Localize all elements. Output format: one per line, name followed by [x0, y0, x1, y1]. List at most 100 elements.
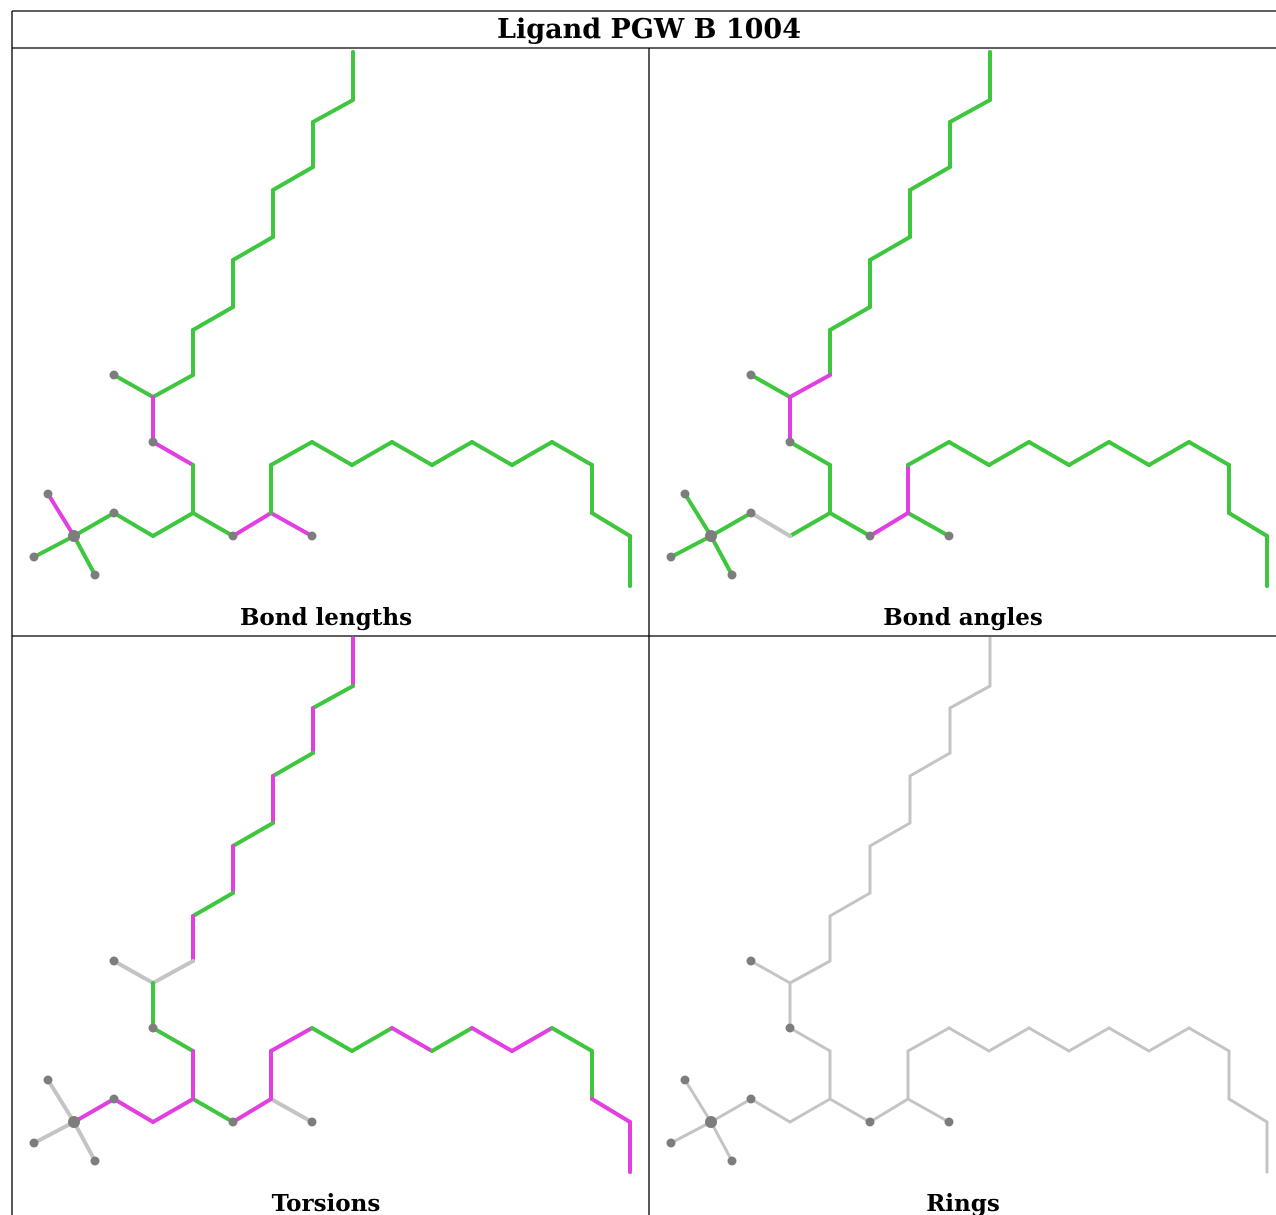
bond-rings	[1147, 1026, 1191, 1053]
bond-rings	[683, 1078, 713, 1124]
bond-rings	[1067, 1026, 1111, 1053]
atom-rings	[727, 1156, 737, 1166]
bond-torsions	[151, 1026, 195, 1053]
bond-torsions	[46, 1078, 76, 1124]
bond-torsions	[72, 1120, 97, 1163]
bond-bond-angles	[828, 305, 872, 332]
bond-bond-lengths	[550, 440, 594, 467]
atom-rings	[746, 956, 756, 966]
bond-bond-lengths	[72, 511, 116, 538]
bond-rings	[669, 1120, 713, 1145]
panel-torsions: Torsions	[29, 636, 632, 1215]
bond-torsions	[510, 1026, 554, 1053]
bond-torsions	[550, 1026, 594, 1053]
bond-torsions	[311, 684, 355, 710]
panel-caption-torsions: Torsions	[272, 1190, 381, 1215]
bond-rings	[906, 1026, 951, 1053]
panel-caption-bond-lengths: Bond lengths	[240, 604, 412, 631]
bond-bond-angles	[1027, 440, 1071, 467]
bond-rings	[1107, 1026, 1151, 1053]
atom-torsions	[90, 1156, 100, 1166]
bond-bond-lengths	[590, 511, 632, 538]
bond-rings	[709, 1120, 734, 1163]
ligand-structure-bond-angles	[666, 50, 1269, 588]
bond-rings	[788, 959, 832, 985]
atom-bond-lengths	[43, 489, 53, 499]
bond-torsions	[231, 1097, 273, 1124]
atom-bond-lengths	[29, 552, 39, 562]
atom-torsions	[68, 1116, 80, 1128]
bond-rings	[788, 1097, 832, 1124]
atom-bond-angles	[705, 530, 717, 542]
ligand-structure-bond-lengths	[29, 50, 632, 588]
bond-bond-lengths	[311, 98, 355, 124]
bond-bond-lengths	[151, 440, 195, 467]
bond-bond-lengths	[72, 534, 97, 577]
bond-bond-lengths	[191, 511, 235, 538]
atom-torsions	[307, 1117, 317, 1127]
bond-torsions	[271, 751, 315, 778]
bond-bond-angles	[788, 511, 832, 538]
bond-bond-lengths	[151, 511, 195, 538]
panel-caption-bond-angles: Bond angles	[883, 604, 1043, 631]
bond-rings	[947, 1026, 991, 1053]
bond-rings	[868, 1097, 910, 1124]
bond-rings	[906, 1097, 951, 1124]
bond-bond-lengths	[390, 440, 434, 467]
atom-bond-lengths	[68, 530, 80, 542]
bond-torsions	[112, 1097, 155, 1124]
bond-bond-lengths	[151, 373, 195, 399]
bond-torsions	[32, 1120, 76, 1145]
bond-bond-lengths	[510, 440, 554, 467]
bond-rings	[1027, 1026, 1071, 1053]
atom-rings	[746, 1094, 756, 1104]
atom-bond-angles	[746, 370, 756, 380]
panel-caption-rings: Rings	[926, 1190, 1000, 1215]
bond-bond-lengths	[470, 440, 514, 467]
bond-rings	[948, 684, 992, 710]
bond-bond-angles	[868, 511, 910, 538]
atom-rings	[705, 1116, 717, 1128]
bond-bond-lengths	[350, 440, 394, 467]
bond-bond-angles	[749, 373, 792, 399]
bond-bond-lengths	[310, 440, 354, 467]
bond-bond-lengths	[46, 492, 76, 538]
bond-bond-angles	[906, 511, 951, 538]
bond-rings	[1227, 1097, 1269, 1124]
bond-bond-angles	[709, 534, 734, 577]
bond-bond-angles	[908, 165, 952, 192]
bond-rings	[868, 821, 912, 848]
bond-torsions	[390, 1026, 434, 1053]
bond-bond-lengths	[32, 534, 76, 559]
bond-torsions	[430, 1026, 474, 1053]
bond-bond-lengths	[231, 235, 275, 262]
atom-rings	[944, 1117, 954, 1127]
atom-bond-angles	[746, 508, 756, 518]
atom-bond-lengths	[109, 370, 119, 380]
atom-bond-angles	[666, 552, 676, 562]
atom-torsions	[43, 1075, 53, 1085]
bond-torsions	[350, 1026, 394, 1053]
figure-title: Ligand PGW B 1004	[497, 14, 801, 45]
bond-bond-lengths	[191, 305, 235, 332]
atom-bond-angles	[785, 437, 795, 447]
atom-torsions	[148, 1023, 158, 1033]
bond-bond-angles	[1187, 440, 1231, 467]
bond-bond-angles	[987, 440, 1031, 467]
bond-bond-lengths	[269, 511, 314, 538]
bond-bond-angles	[683, 492, 713, 538]
bond-bond-angles	[948, 98, 992, 124]
bond-rings	[749, 1097, 792, 1124]
atom-rings	[680, 1075, 690, 1085]
bond-bond-angles	[1227, 511, 1269, 538]
atom-rings	[785, 1023, 795, 1033]
bond-rings	[749, 959, 792, 985]
ligand-structure-torsions	[29, 636, 632, 1174]
panel-bond-angles: Bond angles	[666, 50, 1269, 631]
bond-bond-angles	[749, 511, 792, 538]
bond-rings	[709, 1097, 753, 1124]
bond-rings	[788, 1026, 832, 1053]
bond-bond-angles	[947, 440, 991, 467]
bond-rings	[828, 891, 872, 918]
